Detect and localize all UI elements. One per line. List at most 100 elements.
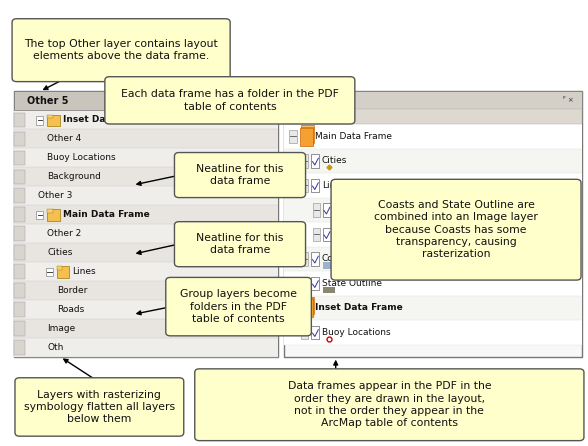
FancyBboxPatch shape bbox=[14, 186, 278, 205]
FancyBboxPatch shape bbox=[283, 149, 582, 173]
Text: Neatline for this
data frame: Neatline for this data frame bbox=[196, 233, 283, 256]
FancyBboxPatch shape bbox=[166, 277, 312, 336]
FancyBboxPatch shape bbox=[323, 228, 331, 241]
FancyBboxPatch shape bbox=[283, 91, 582, 109]
Text: Main Data Frame: Main Data Frame bbox=[315, 132, 392, 141]
FancyBboxPatch shape bbox=[312, 277, 319, 290]
Text: Border: Border bbox=[333, 205, 364, 215]
Text: Other 2: Other 2 bbox=[48, 229, 82, 238]
Text: Inset Data Frame: Inset Data Frame bbox=[315, 303, 403, 312]
FancyBboxPatch shape bbox=[335, 112, 343, 121]
Text: Main Data Frame: Main Data Frame bbox=[62, 210, 149, 219]
Text: State Outline: State Outline bbox=[322, 279, 382, 288]
FancyBboxPatch shape bbox=[15, 378, 183, 436]
FancyBboxPatch shape bbox=[283, 222, 582, 247]
Text: Roads: Roads bbox=[333, 230, 360, 239]
FancyBboxPatch shape bbox=[323, 203, 331, 217]
FancyBboxPatch shape bbox=[14, 264, 25, 279]
FancyBboxPatch shape bbox=[14, 321, 25, 336]
FancyBboxPatch shape bbox=[48, 209, 53, 213]
FancyBboxPatch shape bbox=[14, 132, 25, 146]
FancyBboxPatch shape bbox=[288, 112, 296, 121]
FancyBboxPatch shape bbox=[56, 266, 69, 277]
Text: Lines: Lines bbox=[72, 267, 95, 276]
FancyBboxPatch shape bbox=[56, 266, 62, 269]
Text: Cities: Cities bbox=[322, 156, 347, 165]
FancyBboxPatch shape bbox=[48, 115, 53, 118]
FancyBboxPatch shape bbox=[312, 203, 320, 217]
FancyBboxPatch shape bbox=[283, 124, 582, 149]
FancyBboxPatch shape bbox=[36, 116, 44, 124]
Text: Group layers become
folders in the PDF
table of contents: Group layers become folders in the PDF t… bbox=[180, 289, 297, 324]
FancyBboxPatch shape bbox=[289, 130, 297, 143]
FancyBboxPatch shape bbox=[283, 198, 582, 222]
FancyBboxPatch shape bbox=[302, 125, 314, 143]
FancyBboxPatch shape bbox=[14, 227, 25, 241]
Text: Neatline for this
data frame: Neatline for this data frame bbox=[196, 164, 283, 186]
Text: Other 3: Other 3 bbox=[38, 191, 72, 200]
FancyBboxPatch shape bbox=[312, 228, 320, 241]
Text: Other 4: Other 4 bbox=[48, 134, 82, 143]
Text: Lines: Lines bbox=[322, 181, 345, 190]
Text: Roads: Roads bbox=[56, 305, 84, 314]
Text: Each data frame has a folder in the PDF
table of contents: Each data frame has a folder in the PDF … bbox=[121, 89, 339, 112]
FancyBboxPatch shape bbox=[301, 277, 309, 290]
FancyBboxPatch shape bbox=[105, 77, 355, 124]
FancyBboxPatch shape bbox=[14, 148, 278, 167]
FancyBboxPatch shape bbox=[36, 211, 44, 219]
FancyBboxPatch shape bbox=[312, 154, 319, 168]
FancyBboxPatch shape bbox=[14, 283, 25, 298]
FancyBboxPatch shape bbox=[283, 247, 582, 271]
FancyBboxPatch shape bbox=[283, 173, 582, 198]
FancyBboxPatch shape bbox=[175, 153, 306, 198]
FancyBboxPatch shape bbox=[289, 301, 297, 315]
FancyBboxPatch shape bbox=[14, 338, 278, 357]
FancyBboxPatch shape bbox=[283, 91, 582, 357]
FancyBboxPatch shape bbox=[14, 91, 278, 111]
FancyBboxPatch shape bbox=[331, 179, 581, 280]
FancyBboxPatch shape bbox=[300, 112, 308, 121]
FancyBboxPatch shape bbox=[283, 296, 582, 320]
Text: Buoy Locations: Buoy Locations bbox=[322, 328, 390, 337]
Text: Image: Image bbox=[48, 324, 76, 333]
FancyBboxPatch shape bbox=[283, 271, 582, 296]
Text: Coasts and State Outline are
combined into an Image layer
because Coasts has som: Coasts and State Outline are combined in… bbox=[374, 200, 538, 260]
Text: Oth: Oth bbox=[48, 343, 64, 352]
FancyBboxPatch shape bbox=[312, 252, 319, 266]
FancyBboxPatch shape bbox=[302, 297, 314, 314]
FancyBboxPatch shape bbox=[14, 302, 25, 317]
FancyBboxPatch shape bbox=[14, 111, 278, 129]
FancyBboxPatch shape bbox=[14, 340, 25, 355]
FancyBboxPatch shape bbox=[14, 262, 278, 281]
FancyBboxPatch shape bbox=[312, 326, 319, 339]
FancyBboxPatch shape bbox=[14, 245, 25, 260]
FancyBboxPatch shape bbox=[312, 179, 319, 192]
FancyBboxPatch shape bbox=[48, 115, 60, 126]
FancyBboxPatch shape bbox=[323, 287, 335, 293]
FancyBboxPatch shape bbox=[14, 281, 278, 300]
FancyBboxPatch shape bbox=[301, 179, 309, 192]
FancyBboxPatch shape bbox=[14, 207, 25, 222]
FancyBboxPatch shape bbox=[283, 320, 582, 345]
FancyBboxPatch shape bbox=[301, 326, 309, 339]
FancyBboxPatch shape bbox=[323, 262, 335, 269]
Text: ᴾ ×: ᴾ × bbox=[563, 98, 573, 103]
FancyBboxPatch shape bbox=[300, 298, 313, 316]
FancyBboxPatch shape bbox=[300, 299, 312, 317]
Text: Other 5: Other 5 bbox=[26, 96, 68, 106]
FancyBboxPatch shape bbox=[12, 19, 230, 82]
Text: Border: Border bbox=[56, 286, 87, 295]
FancyBboxPatch shape bbox=[14, 189, 25, 203]
Text: Layers with rasterizing
symbology flatten all layers
below them: Layers with rasterizing symbology flatte… bbox=[24, 389, 175, 425]
FancyBboxPatch shape bbox=[175, 222, 306, 267]
FancyBboxPatch shape bbox=[300, 128, 312, 146]
FancyBboxPatch shape bbox=[14, 169, 25, 184]
Text: The top Other layer contains layout
elements above the data frame.: The top Other layer contains layout elem… bbox=[24, 39, 218, 62]
FancyBboxPatch shape bbox=[14, 167, 278, 186]
FancyBboxPatch shape bbox=[14, 113, 25, 128]
FancyBboxPatch shape bbox=[14, 243, 278, 262]
FancyBboxPatch shape bbox=[14, 319, 278, 338]
Text: Coasts: Coasts bbox=[322, 254, 352, 263]
FancyBboxPatch shape bbox=[14, 205, 278, 224]
FancyBboxPatch shape bbox=[14, 300, 278, 319]
